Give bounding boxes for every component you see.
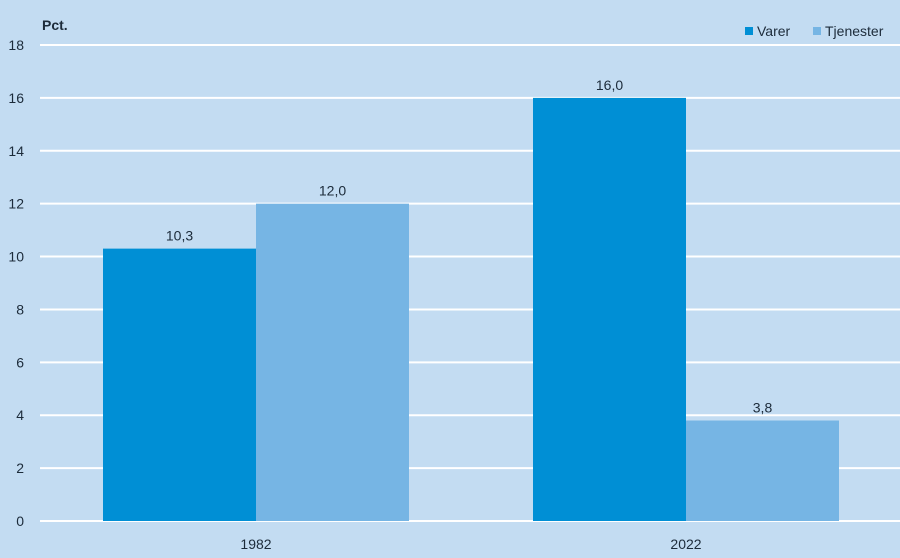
bar-varer-2022 [533,97,686,521]
y-tick-label: 6 [16,354,24,370]
x-axis-ticks: 1982 2022 [240,536,701,552]
y-tick-label: 2 [16,460,24,476]
y-tick-label: 16 [8,90,24,106]
y-axis-title: Pct. [42,17,68,33]
y-tick-label: 4 [16,407,24,423]
data-label: 10,3 [166,228,193,244]
bars [103,97,839,521]
y-axis-ticks: 0 2 4 6 8 10 12 14 16 18 [8,37,24,529]
legend-label-varer: Varer [757,23,791,39]
bar-tjenester-1982 [256,203,409,521]
legend: Varer Tjenester [745,23,884,39]
legend-swatch-tjenester [813,27,821,35]
legend-swatch-varer [745,27,753,35]
data-labels: 10,3 12,0 16,0 3,8 [166,77,773,416]
bar-tjenester-2022 [686,420,839,521]
x-tick-label: 1982 [240,536,271,552]
legend-label-tjenester: Tjenester [825,23,884,39]
y-tick-label: 0 [16,513,24,529]
x-tick-label: 2022 [670,536,701,552]
data-label: 16,0 [596,77,623,93]
y-tick-label: 14 [8,143,24,159]
y-tick-label: 8 [16,301,24,317]
data-label: 3,8 [753,400,773,416]
y-tick-label: 10 [8,249,24,265]
data-label: 12,0 [319,183,346,199]
bar-varer-1982 [103,248,256,521]
y-tick-label: 12 [8,196,24,212]
y-tick-label: 18 [8,37,24,53]
